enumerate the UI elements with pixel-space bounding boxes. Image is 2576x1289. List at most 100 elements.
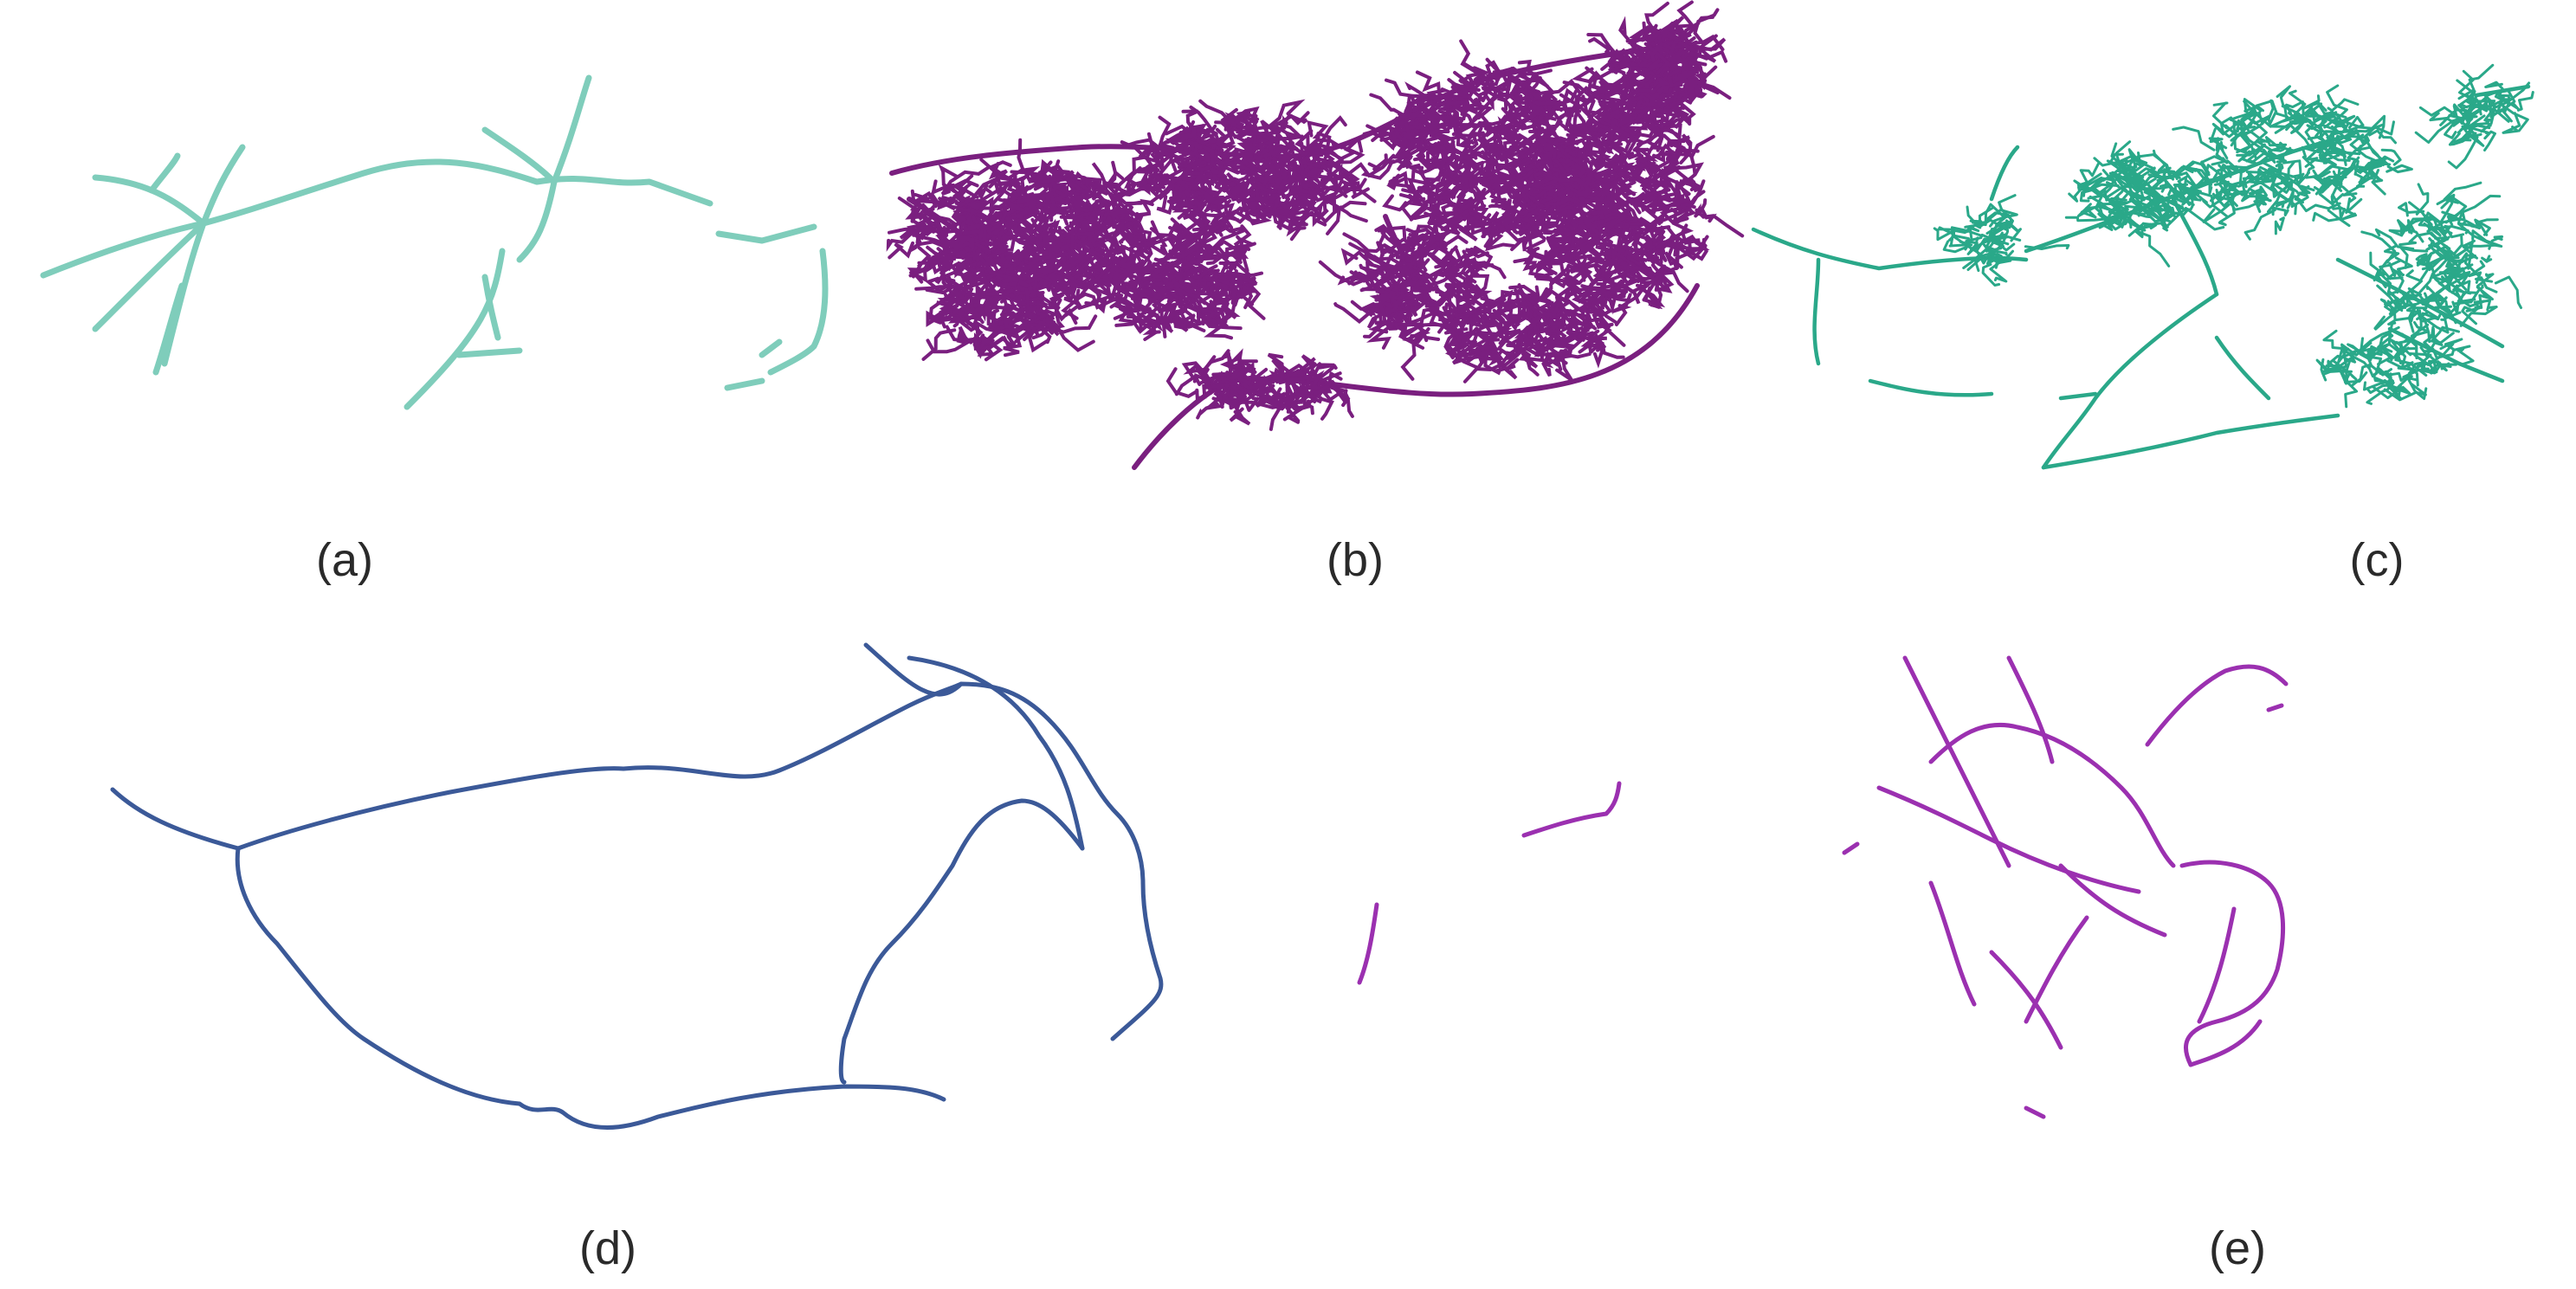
network-segment [1385,270,1395,284]
network-segment [2208,127,2228,150]
network-segment [2274,216,2285,235]
network-segment [2332,359,2368,383]
network-segment [2431,232,2468,260]
network-segment [947,222,971,261]
network-segment [1032,301,1051,332]
network-segment [1002,190,1019,219]
network-segment [2211,159,2250,188]
network-segment [2444,209,2466,226]
network-segment [2185,161,2220,184]
network-segment [1319,184,1348,199]
caption-c: (c) [2350,534,2405,586]
network-segment [1618,255,1653,280]
network-segment [1472,66,1490,82]
network-segment [1000,320,1031,339]
network-segment [1677,179,1702,196]
network-segment [2437,360,2457,372]
network-segment [1303,138,1344,153]
network-segment [2077,184,2095,192]
network-segment [2024,244,2070,250]
network-segment [912,246,932,279]
network-segment [1527,198,1552,223]
network-segment [1592,167,1615,183]
network-segment [1592,262,1617,288]
network-segment [1360,161,1393,180]
network-segment [1230,383,1249,402]
network-segment [2403,361,2419,387]
network-segment [1014,256,1045,284]
network-segment [1596,90,1633,106]
network-segment [1482,164,1511,191]
network-segment [2398,202,2425,217]
network-segment [961,303,985,319]
network-segment [1199,243,1237,272]
caption-d: (d) [579,1222,636,1274]
network-segment [2461,305,2482,325]
network-segment [1609,281,1641,305]
network-segment [999,323,1033,344]
network-segment [1212,204,1245,233]
network-segment [925,276,955,293]
network-segment [1462,212,1487,235]
network-segment [1385,78,1412,106]
network-segment [2447,136,2479,170]
network-segment [1461,94,1482,108]
network-segment [2437,225,2469,235]
network-segment [1521,192,1546,226]
network-segment [2483,130,2496,151]
network-segment [1510,332,1528,352]
network-segment [1430,229,1458,262]
network-segment [1395,247,1416,260]
network-segment [2113,174,2147,212]
network-segment [1468,120,1501,137]
network-segment [1084,177,1102,195]
network-segment [1146,260,1184,282]
network-segment [2320,136,2334,152]
network-segment [2386,366,2417,382]
network-segment [1462,309,1481,331]
network-segment [888,226,919,240]
network-segment [1165,277,1202,290]
network-segment [1513,256,1558,275]
network-segment [1666,232,1684,251]
network-segment [2312,208,2347,222]
network-segment [1344,181,1370,200]
network-segment [2307,147,2334,160]
network-segment [1359,302,1385,318]
network-segment [1579,210,1600,232]
network-segment [2430,325,2460,344]
network-segment [974,288,1001,305]
network-segment [2380,148,2402,166]
network-segment [1302,384,1322,404]
network-segment [1488,349,1504,367]
network-segment [1933,227,1966,242]
network-segment [1435,248,1455,268]
network-segment [1417,145,1441,170]
network-segment [2349,120,2395,139]
network-segment [1108,207,1133,229]
network-segment [1068,198,1091,221]
network-segment [1120,140,1165,166]
network-segment [2322,329,2350,351]
network-segment [2315,358,2348,373]
network-segment [1397,151,1414,162]
network-segment [963,217,988,242]
network-segment [1660,28,1682,42]
network-segment [1313,371,1343,396]
network-segment [1637,197,1659,213]
network-segment [2357,346,2383,357]
network-segment [1610,221,1630,255]
network-segment [1417,293,1442,317]
network-segment [1536,137,1555,151]
network-segment [2484,81,2504,97]
network-segment [1546,191,1577,214]
network-segment [1422,163,1445,190]
network-segment [1989,258,2008,283]
network-segment [1985,222,2008,236]
network-segment [2275,198,2289,209]
network-segment [1227,180,1249,197]
network-segment [1079,246,1105,269]
network-segment [1541,351,1563,377]
network-segment [2421,315,2450,334]
network-segment [1573,86,1600,108]
